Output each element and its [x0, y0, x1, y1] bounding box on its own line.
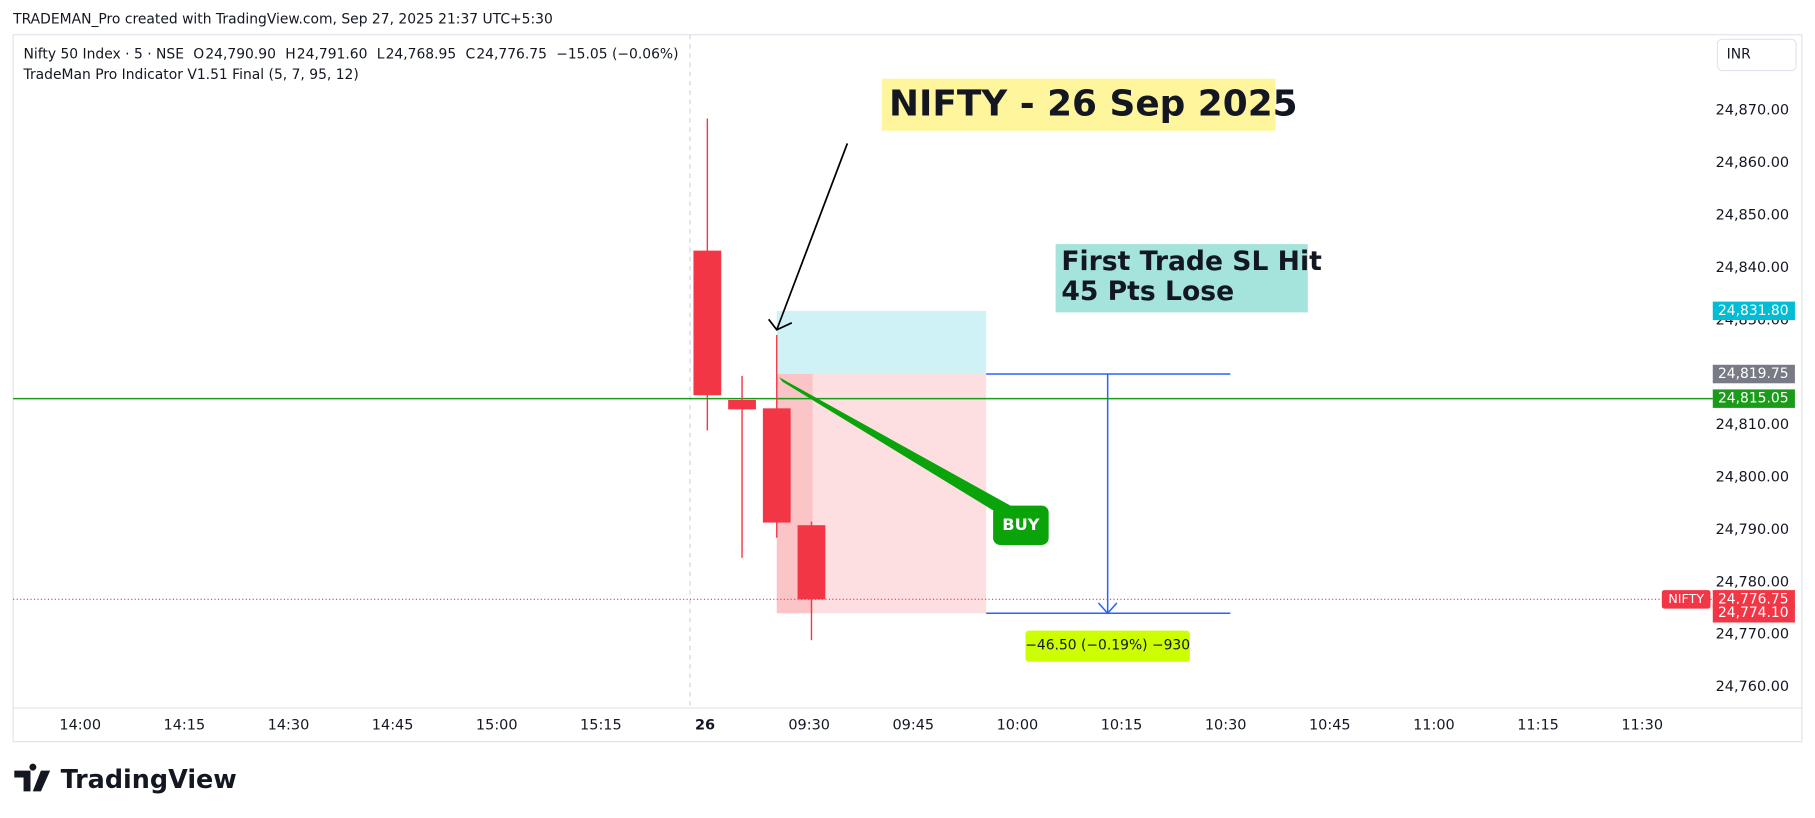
price-label: 24,815.05	[1718, 391, 1789, 407]
legend-key: L	[377, 46, 385, 62]
candle-body	[762, 408, 791, 523]
x-tick-label: 10:00	[997, 717, 1039, 733]
series-name: NIFTY	[1668, 591, 1704, 606]
target-zone	[776, 310, 987, 375]
chart-frame	[12, 34, 1803, 743]
legend-symbol: Nifty 50 Index · 5 · NSE	[24, 46, 184, 62]
signal-arrow	[779, 377, 1011, 517]
signal-label: BUY	[1002, 515, 1039, 534]
y-tick-label: 24,760.00	[1716, 679, 1790, 695]
y-tick-label: 24,800.00	[1716, 470, 1790, 486]
series-name-box	[1661, 590, 1711, 609]
y-tick-label: 24,850.00	[1716, 207, 1790, 223]
y-tick-label: 24,770.00	[1716, 627, 1790, 643]
price-label-box	[1712, 389, 1795, 408]
candle-body	[797, 525, 826, 600]
price-label-box	[1712, 590, 1795, 609]
x-tick-label: 14:15	[164, 717, 206, 733]
indicator-name: TradeMan Pro Indicator V1.51 Final (5, 7…	[23, 67, 359, 83]
credit: TRADEMAN_Pro created with TradingView.co…	[12, 12, 553, 28]
x-tick-label: 15:15	[580, 717, 622, 733]
y-tick-label: 24,840.00	[1716, 260, 1790, 276]
x-tick-label: 15:00	[476, 717, 518, 733]
y-tick-label: 24,870.00	[1716, 103, 1790, 119]
pointer-arrowhead	[767, 318, 793, 331]
x-tick-label: 14:00	[59, 717, 101, 733]
measure-arrowhead	[1097, 602, 1118, 615]
chart-title: NIFTY - 26 Sep 2025	[889, 83, 1298, 124]
price-label-box	[1712, 603, 1795, 623]
x-tick-label: 10:45	[1309, 717, 1351, 733]
signal-box	[993, 505, 1049, 545]
legend-key: O	[193, 46, 204, 62]
x-tick-label: 14:30	[268, 717, 310, 733]
x-tick-label: 11:00	[1413, 717, 1455, 733]
legend-key: C	[465, 46, 475, 62]
plot: Nifty 50 Index · 5 · NSE O 24,790.90 H 24,79…	[13, 46, 1789, 733]
note-line: First Trade SL Hit	[1061, 246, 1322, 277]
price-label: 24,776.75	[1718, 591, 1789, 607]
price-label: 24,819.75	[1718, 366, 1789, 382]
legend-value: 24,791.60	[297, 46, 368, 62]
currency[interactable]: INR	[1727, 46, 1751, 62]
legend-key: H	[285, 46, 295, 62]
price-label: 24,831.80	[1718, 303, 1789, 319]
y-tick-label: 24,810.00	[1716, 417, 1790, 433]
candle-body	[693, 250, 722, 396]
legend-change: −15.05 (−0.06%)	[556, 46, 678, 62]
price-label-box	[1712, 301, 1795, 321]
legend-value: 24,776.75	[476, 46, 547, 62]
measure-label: −46.50 (−0.19%) −930	[1025, 638, 1190, 654]
note-line: 45 Pts Lose	[1061, 276, 1234, 307]
x-tick-label: 11:15	[1517, 717, 1559, 733]
y-tick-label: 24,860.00	[1716, 155, 1790, 171]
legend-value: 24,790.90	[205, 46, 276, 62]
x-tick-label: 26	[695, 717, 715, 733]
note-box	[1055, 244, 1308, 313]
price-label-box	[1712, 364, 1795, 384]
measure-box	[1025, 630, 1190, 662]
brand-logo: TradingView	[14, 763, 237, 795]
x-tick-label: 14:45	[372, 717, 414, 733]
x-tick-label: 09:30	[788, 717, 830, 733]
x-tick-label: 10:30	[1205, 717, 1247, 733]
legend-value: 24,768.95	[386, 46, 457, 62]
price-label: 24,774.10	[1718, 605, 1789, 621]
title-box	[882, 78, 1276, 131]
x-tick-label: 10:15	[1101, 717, 1143, 733]
currency-button[interactable]	[1716, 38, 1797, 72]
x-tick-label: 09:45	[892, 717, 934, 733]
pointer-arrow	[775, 143, 849, 331]
brand-icon	[14, 763, 51, 792]
y-tick-label: 24,780.00	[1716, 574, 1790, 590]
y-tick-label: 24,790.00	[1716, 522, 1790, 538]
x-tick-label: 11:30	[1621, 717, 1663, 733]
brand-name: TradingView	[61, 765, 237, 795]
candle-body	[728, 399, 756, 410]
